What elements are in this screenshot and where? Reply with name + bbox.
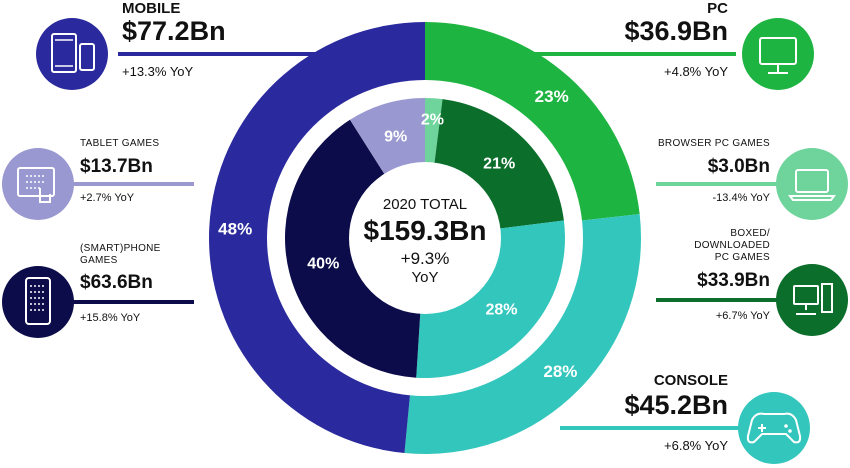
laptop-icon [776, 148, 848, 220]
tablet-touch-icon [2, 148, 74, 220]
inner-ring-label-smart-phone-games: 40% [307, 256, 339, 273]
boxed-category-label-line1: BOXED/ [730, 228, 770, 239]
mobile-category-label: MOBILE [122, 0, 181, 17]
monitor-icon [742, 18, 814, 90]
inner-ring-label-tablet-games: 9% [384, 129, 407, 146]
boxed-category-label-line3: PC GAMES [714, 252, 770, 263]
phone-category-label-line2: GAMES [80, 255, 118, 266]
phone-value: $63.6Bn [80, 272, 153, 293]
pc-value: $36.9Bn [624, 16, 728, 46]
mobile-value: $77.2Bn [122, 16, 226, 46]
tablet-value: $13.7Bn [80, 156, 153, 177]
pc-yoy: +4.8% YoY [664, 64, 728, 79]
tablet-yoy: +2.7% YoY [80, 192, 135, 204]
desktop-tower-icon [776, 264, 848, 336]
center-total-title: 2020 TOTAL [382, 196, 468, 213]
center-total-value: $159.3Bn [363, 215, 487, 246]
donut-hole [349, 162, 501, 314]
center-total-yoy-unit: YoY [411, 269, 439, 286]
boxed-category-label-line2: DOWNLOADED [694, 240, 770, 251]
tablet-category-label: TABLET GAMES [80, 138, 160, 149]
boxed-value: $33.9Bn [697, 270, 770, 291]
smartphone-icon [2, 266, 74, 338]
browser-yoy: -13.4% YoY [712, 192, 771, 204]
mobile-yoy: +13.3% YoY [122, 64, 194, 79]
center-total-yoy: +9.3% [400, 249, 450, 268]
center-total: 2020 TOTAL $159.3Bn +9.3% YoY [345, 196, 505, 286]
boxed-yoy: +6.7% YoY [715, 310, 770, 322]
console-category-label: CONSOLE [653, 372, 728, 389]
inner-ring-label-browser-pc-games: 2% [421, 112, 444, 129]
browser-category-label: BROWSER PC GAMES [657, 138, 770, 149]
inner-ring-label-boxed-downloaded-pc-games: 21% [483, 155, 515, 172]
browser-value: $3.0Bn [707, 156, 770, 177]
inner-ring-label-console: 28% [485, 301, 517, 318]
mobile-devices-icon [36, 18, 108, 90]
outer-ring-label-console: 28% [543, 362, 577, 381]
outer-ring-label-pc: 23% [535, 87, 569, 106]
gamepad-icon [738, 392, 810, 464]
console-value: $45.2Bn [624, 390, 728, 420]
console-yoy: +6.8% YoY [664, 438, 728, 453]
pc-category-label: PC [707, 0, 728, 17]
phone-yoy: +15.8% YoY [80, 312, 141, 324]
phone-category-label-line1: (SMART)PHONE [80, 243, 161, 254]
outer-ring-label-mobile: 48% [218, 220, 252, 239]
